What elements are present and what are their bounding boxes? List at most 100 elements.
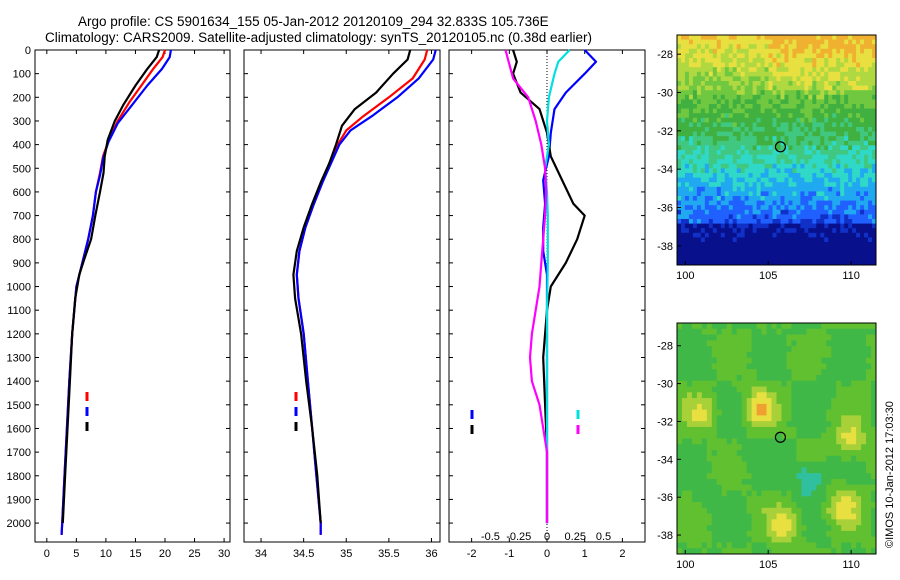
sst-cell (716, 242, 722, 247)
sst-cell (712, 219, 718, 224)
sst-cell (768, 140, 773, 146)
sla-cell (716, 323, 723, 330)
sla-ytick-label: -28 (657, 341, 673, 353)
sla-cell (726, 346, 733, 353)
sst-cell (804, 186, 809, 192)
sst-cell (728, 127, 734, 132)
sla-cell (851, 525, 857, 532)
sla-cell (741, 542, 748, 549)
sst-cell (836, 81, 841, 86)
temperature-axes-box (34, 49, 231, 543)
sla-cell (841, 473, 847, 480)
sst-cell (744, 182, 750, 188)
sst-cell (860, 67, 865, 73)
sla-cell (716, 346, 723, 353)
sla-cell (816, 346, 822, 353)
sla-cell (831, 340, 837, 347)
sst-cell (812, 163, 817, 169)
sla-cell (826, 374, 832, 382)
sla-cell (821, 502, 827, 509)
sla-cell (846, 351, 852, 359)
sst-cell (788, 219, 793, 224)
sla-cell (701, 363, 708, 370)
sst-cell (800, 163, 805, 169)
sla-cell (686, 386, 693, 393)
sst-cell (796, 163, 801, 169)
sst-cell (872, 246, 877, 252)
sst-cell (820, 255, 825, 261)
sst-cell (828, 99, 833, 105)
sst-cell (868, 113, 873, 119)
sla-cell (721, 346, 728, 353)
sst-cell (792, 232, 797, 238)
sst-cell (760, 94, 765, 100)
sla-cell (691, 513, 698, 520)
sla-cell (686, 473, 693, 480)
sst-cell (832, 67, 837, 73)
sst-cell (696, 163, 702, 169)
sst-cell (692, 53, 698, 59)
sst-cell (776, 48, 781, 54)
sst-cell (748, 117, 754, 123)
sst-cell (684, 39, 690, 45)
sla-cell (677, 386, 683, 393)
sst-cell (752, 228, 757, 234)
sst-cell (772, 209, 777, 215)
sla-cell (771, 421, 777, 428)
sst-cell (776, 117, 781, 123)
sla-cell (696, 421, 703, 428)
sst-cell (740, 85, 746, 91)
sla-cell (766, 548, 772, 555)
sst-cell (728, 196, 734, 201)
sst-cell (768, 62, 773, 68)
sla-cell (841, 380, 847, 387)
sst-cell (764, 168, 769, 174)
sst-cell (868, 150, 873, 155)
sst-cell (856, 200, 861, 206)
sst-cell (800, 232, 805, 238)
sla-cell (841, 403, 847, 411)
sst-cell (720, 251, 726, 257)
sst-cell (768, 81, 773, 86)
sst-cell (716, 117, 722, 123)
sla-cell (716, 369, 723, 376)
sst-cell (677, 173, 682, 178)
sst-cell (748, 58, 754, 63)
sst-cell (836, 122, 841, 128)
sla-cell (866, 507, 872, 514)
sla-cell (741, 530, 748, 538)
sla-cell (796, 548, 802, 555)
sla-cell (701, 421, 708, 428)
sst-cell (732, 39, 738, 45)
sst-cell (864, 163, 869, 169)
sla-cell (701, 519, 708, 526)
sst-cell (732, 53, 738, 59)
sst-cell (764, 159, 769, 165)
sla-cell (821, 478, 827, 486)
sst-cell (736, 53, 742, 59)
sst-cell (716, 58, 722, 63)
sst-cell (736, 104, 742, 109)
sla-cell (811, 415, 817, 422)
sla-cell (771, 473, 777, 480)
sst-cell (677, 71, 682, 77)
sst-cell (700, 35, 706, 40)
sla-cell (781, 519, 787, 526)
sst-cell (677, 191, 682, 197)
temperature-xtick-label: 15 (129, 548, 141, 560)
sst-cell (764, 173, 769, 178)
sla-cell (806, 380, 812, 387)
sst-cell (864, 58, 869, 63)
sst-cell (792, 145, 797, 151)
sla-cell (691, 484, 698, 491)
sst-cell (692, 35, 698, 40)
sla-cell (871, 374, 877, 382)
sst-cell (860, 232, 865, 238)
sla-cell (866, 409, 872, 416)
sst-cell (684, 127, 690, 132)
sla-cell (721, 409, 728, 416)
sst-cell (808, 251, 813, 257)
sst-map-frame (676, 34, 877, 266)
sla-cell (756, 426, 762, 434)
sst-cell (740, 71, 746, 77)
